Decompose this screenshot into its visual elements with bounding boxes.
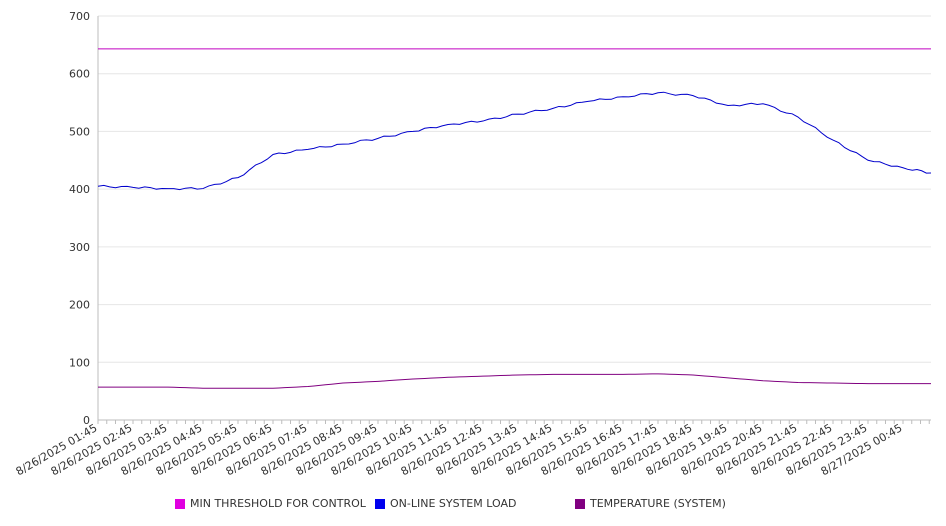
axes bbox=[97, 16, 931, 424]
legend-label-min-threshold: MIN THRESHOLD FOR CONTROL bbox=[190, 497, 366, 510]
series-line-temperature-system bbox=[98, 373, 931, 389]
legend-swatch-min-threshold bbox=[175, 498, 185, 509]
legend-item-min-threshold[interactable]: MIN THRESHOLD FOR CONTROL bbox=[175, 497, 366, 510]
y-tick-label: 300 bbox=[69, 241, 90, 254]
y-tick-label: 700 bbox=[69, 10, 90, 23]
legend-item-system-load[interactable]: ON-LINE SYSTEM LOAD bbox=[375, 497, 516, 510]
legend-swatch-system-load bbox=[375, 498, 385, 509]
y-tick-label: 200 bbox=[69, 299, 90, 312]
y-tick-label: 100 bbox=[69, 356, 90, 369]
y-tick-label: 500 bbox=[69, 125, 90, 138]
grid-lines bbox=[98, 15, 931, 363]
series-lines bbox=[97, 48, 932, 389]
y-tick-label: 400 bbox=[69, 183, 90, 196]
y-tick-label: 0 bbox=[83, 414, 90, 427]
legend-swatch-temperature bbox=[575, 498, 585, 509]
y-axis-tick-labels: 0 100 200 300 400 500 600 700 bbox=[69, 10, 90, 427]
legend-label-temperature: TEMPERATURE (SYSTEM) bbox=[590, 497, 726, 510]
legend: MIN THRESHOLD FOR CONTROL ON-LINE SYSTEM… bbox=[175, 497, 875, 513]
legend-item-temperature[interactable]: TEMPERATURE (SYSTEM) bbox=[575, 497, 726, 510]
y-tick-label: 600 bbox=[69, 68, 90, 81]
legend-label-system-load: ON-LINE SYSTEM LOAD bbox=[390, 497, 517, 510]
series-line-on-line-system-load bbox=[97, 91, 932, 191]
x-axis-tick-labels: 8/26/2025 01:458/26/2025 02:458/26/2025 … bbox=[14, 421, 905, 478]
